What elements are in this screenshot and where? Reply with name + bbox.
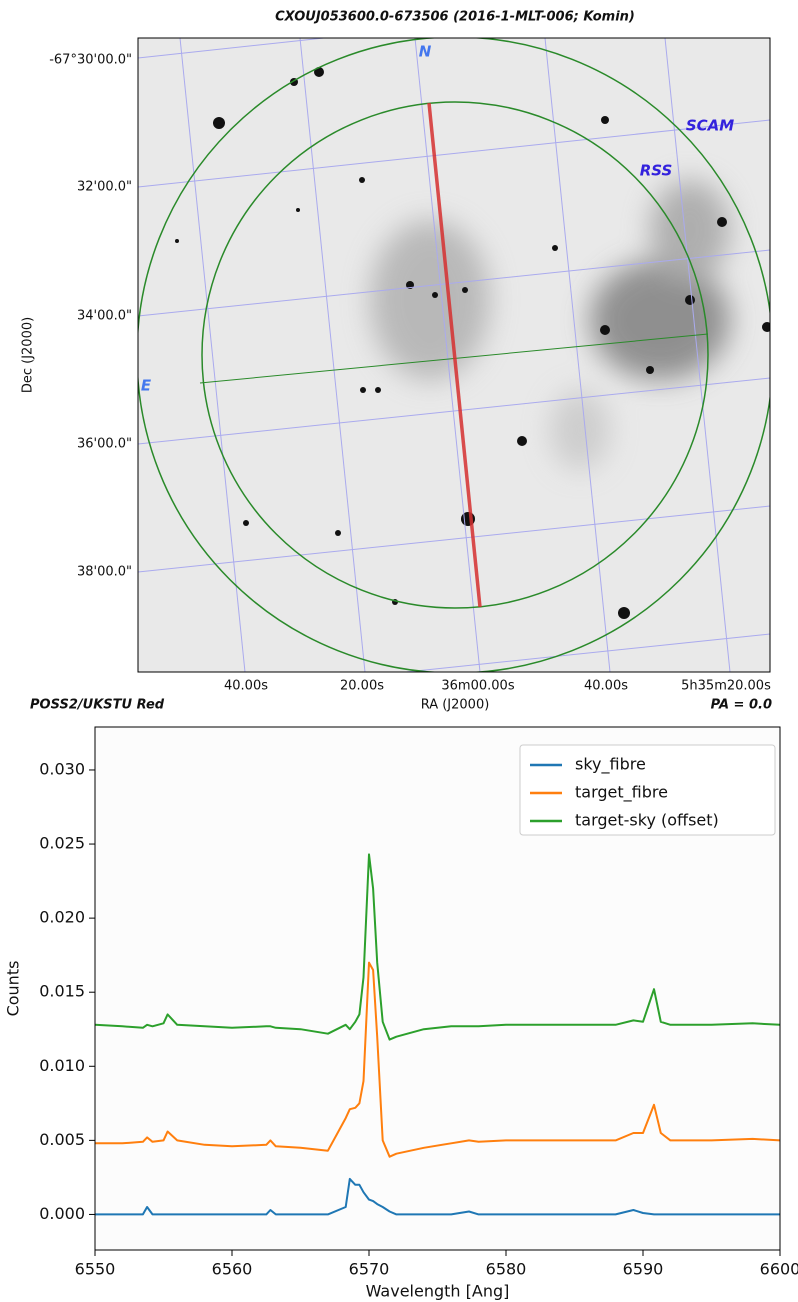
y-axis-label: Counts [4, 961, 23, 1017]
annotation: SCAM [686, 117, 734, 135]
y-tick-label: 0.020 [39, 908, 85, 927]
y-tick-label: 0.000 [39, 1204, 85, 1223]
y-tick-label: 36'00.0" [77, 437, 132, 452]
x-tick-label: 40.00s [224, 679, 268, 694]
y-tick-label: 0.025 [39, 834, 85, 853]
y-tick-label: 34'00.0" [77, 309, 132, 324]
y-tick-label: 0.030 [39, 759, 85, 778]
legend-label: target-sky (offset) [575, 811, 719, 830]
x-tick-label: 36m00.00s [441, 679, 514, 694]
y-tick-label: -67°30'00.0" [49, 53, 132, 68]
y-axis-label: Dec (J2000) [21, 317, 36, 393]
annotation: RSS [640, 162, 673, 180]
x-tick-label: 6600 [760, 1260, 798, 1279]
x-tick-label: 6580 [486, 1260, 527, 1279]
axes-frame [94, 726, 781, 1251]
legend-label: target_fibre [575, 783, 668, 803]
y-tick-label: 38'00.0" [77, 565, 132, 580]
series-line [94, 853, 781, 1041]
sky-image [138, 38, 770, 672]
x-axis-label: Wavelength [Ang] [366, 1282, 510, 1301]
x-tick-label: 5h35m20.00s [681, 679, 771, 694]
source-label: POSS2/UKSTU Red [30, 698, 165, 713]
legend-label: sky_fibre [575, 755, 646, 775]
annotation: N [419, 43, 432, 61]
series-line [95, 961, 781, 1158]
legend-box [519, 744, 776, 836]
y-tick-label: 0.005 [39, 1130, 85, 1149]
annotation: E [141, 377, 152, 395]
image-frame [137, 37, 771, 673]
x-tick-label: 40.00s [584, 679, 628, 694]
finder-title: CXOUJ053600.0-673506 (2016-1-MLT-006; Ko… [275, 10, 635, 25]
x-tick-label: 6550 [75, 1260, 116, 1279]
x-axis-label: RA (J2000) [421, 698, 490, 713]
x-tick-label: 20.00s [340, 679, 384, 694]
series-line [95, 1177, 780, 1216]
pa-label: PA = 0.0 [711, 698, 772, 713]
y-tick-label: 0.015 [39, 982, 85, 1001]
x-tick-label: 6560 [212, 1260, 253, 1279]
x-tick-label: 6590 [623, 1260, 664, 1279]
x-tick-label: 6570 [349, 1260, 390, 1279]
y-tick-label: 0.010 [39, 1056, 85, 1075]
y-tick-label: 32'00.0" [77, 180, 132, 195]
